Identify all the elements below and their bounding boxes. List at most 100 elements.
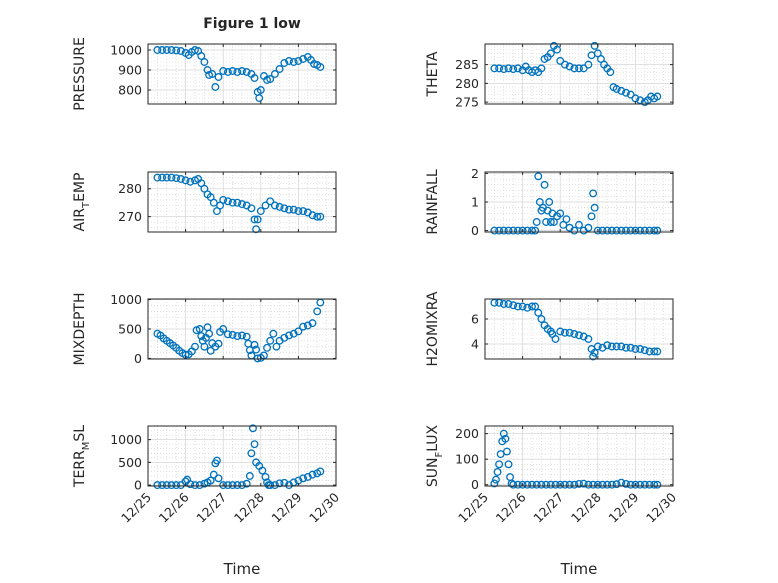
data-point-30 (607, 342, 616, 351)
data-point-12 (200, 58, 209, 66)
data-point-2 (493, 468, 502, 476)
data-point-9 (191, 481, 199, 490)
data-point-38 (308, 211, 317, 220)
data-point-1 (158, 46, 167, 54)
data-point-28 (575, 220, 583, 229)
data-point-28 (256, 86, 265, 94)
data-point-15 (540, 180, 549, 189)
y-tick-label-2: 1000 (110, 43, 142, 58)
data-point-12 (509, 480, 518, 489)
data-point-26 (253, 215, 262, 224)
data-point-16 (542, 218, 551, 226)
x-axis-label: Time (560, 560, 598, 578)
data-point-20 (233, 198, 242, 207)
data-point-31 (606, 68, 615, 77)
data-point-24 (584, 60, 593, 69)
y-tick-label-2: 2 (471, 166, 479, 181)
y-tick-label-1: 280 (118, 181, 142, 196)
data-point-43 (316, 63, 325, 71)
data-point-1 (158, 173, 167, 182)
data-point-25 (570, 480, 579, 489)
data-point-13 (203, 66, 212, 74)
data-point-17 (214, 73, 223, 81)
data-point-4 (509, 65, 518, 74)
data-point-34 (289, 205, 298, 214)
data-point-0 (153, 173, 162, 182)
data-point-29 (603, 341, 612, 350)
data-point-40 (640, 480, 649, 489)
data-point-6 (499, 429, 508, 438)
data-point-36 (299, 207, 308, 216)
data-point-45 (280, 333, 289, 342)
data-point-43 (653, 92, 662, 101)
data-point-26 (219, 325, 228, 333)
data-point-21 (570, 64, 579, 73)
data-point-18 (545, 198, 554, 206)
data-point-18 (223, 197, 232, 206)
data-point-46 (285, 331, 293, 340)
data-point-6 (181, 176, 190, 185)
data-point-22 (575, 64, 583, 73)
data-point-21 (233, 68, 242, 76)
data-point-37 (640, 346, 649, 355)
data-point-31 (587, 212, 596, 221)
y-tick-label-1: 1 (471, 195, 479, 210)
data-point-7 (523, 226, 532, 235)
data-point-16 (551, 335, 560, 343)
data-point-37 (626, 480, 635, 489)
data-point-38 (612, 226, 621, 235)
data-point-2 (162, 173, 171, 182)
data-point-46 (650, 226, 659, 235)
data-point-3 (495, 460, 504, 469)
data-point-22 (238, 67, 246, 75)
data-point-32 (270, 70, 279, 78)
data-point-5 (513, 226, 522, 235)
data-point-29 (589, 480, 598, 489)
data-point-24 (559, 220, 568, 229)
data-point-13 (513, 480, 522, 489)
data-point-20 (546, 480, 555, 489)
data-point-11 (197, 52, 206, 60)
data-point-24 (214, 339, 223, 348)
data-point-5 (513, 302, 522, 311)
y-tick-label-0: 4 (471, 337, 479, 352)
data-point-28 (261, 201, 270, 210)
y-tick-label-0: 275 (455, 95, 479, 110)
data-point-32 (589, 189, 598, 198)
figure-title: Figure 1 low (203, 16, 301, 32)
series-markers (153, 173, 325, 234)
data-point-19 (223, 481, 232, 490)
data-point-15 (197, 332, 206, 341)
x-tick-label-0: 12/25 (455, 490, 491, 526)
data-point-7 (523, 303, 532, 312)
data-point-38 (645, 347, 654, 356)
data-point-40 (263, 343, 272, 352)
data-point-30 (238, 331, 246, 340)
data-point-33 (622, 343, 630, 352)
y-tick-label-2: 1000 (110, 432, 142, 447)
data-point-36 (636, 345, 645, 353)
data-point-4 (172, 46, 181, 55)
data-point-15 (523, 480, 532, 489)
data-point-16 (211, 83, 220, 91)
axes-box (147, 171, 337, 233)
y-tick-label-1: 280 (455, 76, 479, 91)
data-point-17 (553, 45, 562, 54)
data-point-2 (499, 226, 508, 235)
data-point-35 (598, 226, 607, 235)
data-point-2 (499, 300, 508, 308)
data-point-33 (275, 65, 284, 73)
series-markers (153, 46, 325, 102)
data-point-27 (570, 226, 579, 235)
x-tick-label-5: 12/30 (643, 489, 679, 525)
data-point-18 (560, 328, 569, 337)
y-axis-label-6: TERRMSL (72, 425, 92, 488)
y-axis-label-7: SUNFLUX (425, 424, 445, 487)
series-markers (490, 429, 662, 489)
data-point-31 (612, 342, 621, 351)
tick-marks (484, 426, 674, 486)
x-tick-label-1: 12/26 (156, 489, 192, 525)
data-point-1 (492, 475, 500, 484)
data-point-25 (250, 74, 259, 82)
data-point-17 (214, 474, 223, 483)
